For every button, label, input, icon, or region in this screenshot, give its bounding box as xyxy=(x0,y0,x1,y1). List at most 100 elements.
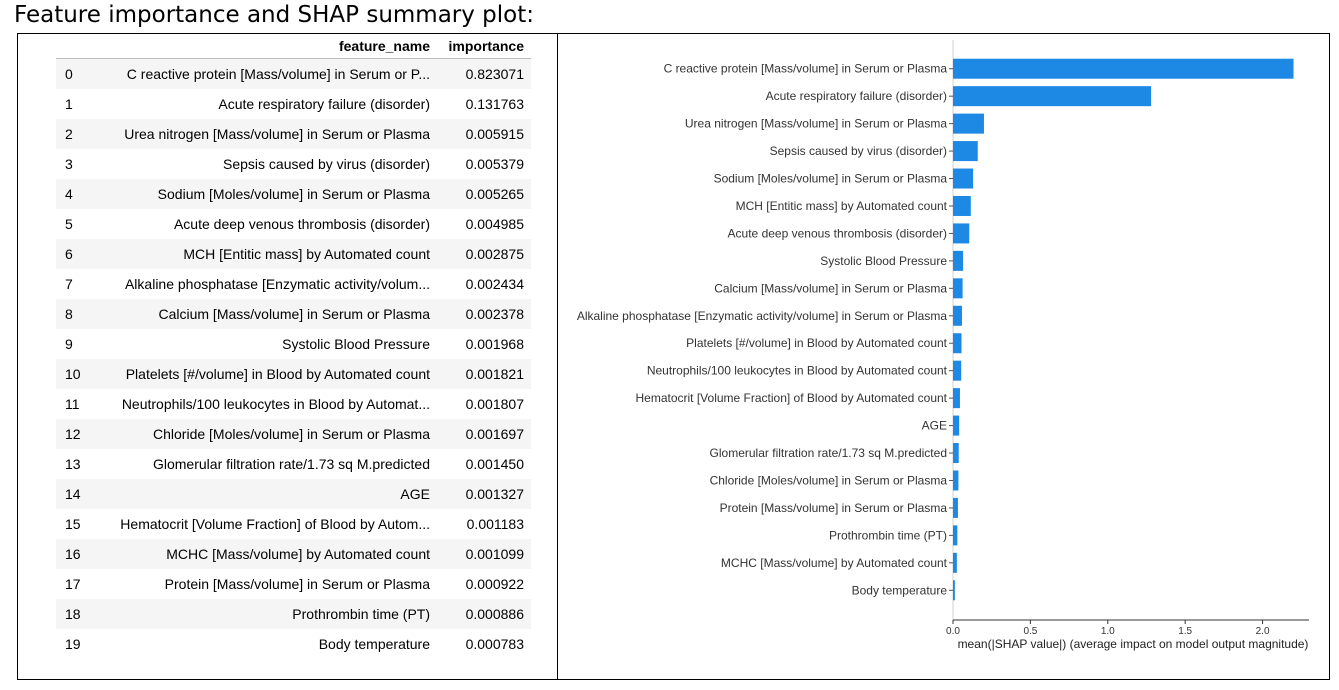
feature-name-cell: Sepsis caused by virus (disorder) xyxy=(223,156,430,172)
importance-cell: 0.001697 xyxy=(437,419,531,449)
importance-cell: 0.002875 xyxy=(437,239,531,269)
row-index-cell: 15 xyxy=(65,516,81,532)
x-axis-label: mean(|SHAP value|) (average impact on mo… xyxy=(958,637,1309,651)
table-header-row: feature_name importance xyxy=(56,34,531,59)
bar xyxy=(953,470,959,491)
row-index-cell: 5 xyxy=(65,216,73,232)
y-tick-label: Sepsis caused by virus (disorder) xyxy=(770,144,947,158)
bar xyxy=(953,223,970,244)
importance-cell: 0.001450 xyxy=(465,456,524,472)
feature-name-column-header: feature_name xyxy=(90,34,437,59)
bar xyxy=(953,443,959,464)
table-row: 11 Neutrophils/100 leukocytes in Blood by… xyxy=(56,389,531,419)
panel-divider xyxy=(557,34,558,679)
y-tick-label: Chloride [Moles/volume] in Serum or Plas… xyxy=(710,473,948,487)
x-tick-label: 1.5 xyxy=(1178,626,1192,637)
caption-title: Feature importance and SHAP summary plot… xyxy=(14,2,535,28)
table-row: 17 Protein [Mass/volume] in Serum or Plas… xyxy=(56,569,531,599)
table-row: 1 Acute respiratory failure (disorder) 0.1… xyxy=(56,89,531,119)
feature-name-cell: Acute deep venous thrombosis (disorder) xyxy=(173,216,430,232)
bar xyxy=(953,525,958,546)
bar xyxy=(953,333,962,354)
shap-bar-chart: C reactive protein [Mass/volume] in Seru… xyxy=(577,40,1309,651)
row-index-cell: 9 xyxy=(65,336,73,352)
feature-name-cell: C reactive protein [Mass/volume] in Seru… xyxy=(90,58,437,89)
importance-cell: 0.001327 xyxy=(437,479,531,509)
bar xyxy=(953,141,978,162)
feature-name-cell: MCH [Entitic mass] by Automated count xyxy=(90,239,437,269)
table-row: 12 Chloride [Moles/volume] in Serum or Pl… xyxy=(56,419,531,449)
importance-cell: 0.002378 xyxy=(437,299,531,329)
row-index-cell: 18 xyxy=(56,599,90,629)
feature-name-cell: Glomerular filtration rate/1.73 sq M.pre… xyxy=(152,456,430,472)
y-tick-label: Neutrophils/100 leukocytes in Blood by A… xyxy=(647,364,948,378)
feature-name-cell: Sodium [Moles/volume] in Serum or Plasma xyxy=(90,179,437,209)
importance-cell: 0.000783 xyxy=(465,636,524,652)
importance-cell: 0.001821 xyxy=(437,359,531,389)
importance-cell: 0.001183 xyxy=(466,516,524,532)
table-row: 15 Hematocrit [Volume Fraction] of Blood … xyxy=(56,509,531,539)
importance-cell: 0.005379 xyxy=(465,156,524,172)
row-index-cell: 3 xyxy=(65,156,73,172)
table-row: 7 Alkaline phosphatase [Enzymatic activit… xyxy=(56,269,531,299)
table-row: 10 Platelets [#/volume] in Blood by Autom… xyxy=(56,359,531,389)
x-tick-label: 2.0 xyxy=(1256,626,1270,637)
feature-name-cell: Platelets [#/volume] in Blood by Automat… xyxy=(90,359,437,389)
row-index-cell: 17 xyxy=(65,576,81,592)
table-row: 6 MCH [Entitic mass] by Automated count 0.… xyxy=(56,239,531,269)
importance-cell: 0.005265 xyxy=(437,179,531,209)
table-row: 16 MCHC [Mass/volume] by Automated count 0… xyxy=(56,539,531,569)
feature-name-cell: Body temperature xyxy=(318,636,430,652)
y-tick-label: Platelets [#/volume] in Blood by Automat… xyxy=(686,336,947,350)
table-row: 8 Calcium [Mass/volume] in Serum or Plasm… xyxy=(56,299,531,329)
y-tick-label: Alkaline phosphatase [Enzymatic activity… xyxy=(577,309,947,323)
bar xyxy=(953,278,963,299)
bar xyxy=(953,415,960,436)
bar xyxy=(953,580,955,601)
table-row: 2 Urea nitrogen [Mass/volume] in Serum or… xyxy=(56,119,531,149)
importance-cell: 0.002434 xyxy=(465,276,524,292)
y-tick-label: Acute respiratory failure (disorder) xyxy=(766,89,947,103)
table-row: 5 Acute deep venous thrombosis (disorder)… xyxy=(56,209,531,239)
importance-cell: 0.001968 xyxy=(465,336,524,352)
importance-cell: 0.000886 xyxy=(437,599,531,629)
x-tick-label: 1.0 xyxy=(1101,626,1115,637)
y-tick-label: Urea nitrogen [Mass/volume] in Serum or … xyxy=(685,117,947,131)
feature-name-cell: Alkaline phosphatase [Enzymatic activity… xyxy=(124,276,430,292)
y-tick-label: MCH [Entitic mass] by Automated count xyxy=(736,199,948,213)
bar xyxy=(953,552,957,573)
bar xyxy=(953,113,984,134)
index-column-header xyxy=(56,34,90,59)
row-index-cell: 11 xyxy=(65,396,80,412)
feature-name-cell: Calcium [Mass/volume] in Serum or Plasma xyxy=(90,299,437,329)
bar xyxy=(953,168,974,189)
importance-cell: 0.001807 xyxy=(465,396,524,412)
x-tick-label: 0.0 xyxy=(946,626,960,637)
feature-name-cell: Systolic Blood Pressure xyxy=(282,336,430,352)
feature-name-cell: Urea nitrogen [Mass/volume] in Serum or … xyxy=(90,119,437,149)
bar xyxy=(953,497,958,518)
y-tick-label: Systolic Blood Pressure xyxy=(820,254,947,268)
feature-name-cell: Hematocrit [Volume Fraction] of Blood by… xyxy=(120,516,430,532)
feature-name-cell: Neutrophils/100 leukocytes in Blood by A… xyxy=(121,396,430,412)
y-tick-label: Protein [Mass/volume] in Serum or Plasma xyxy=(720,501,948,515)
importance-cell: 0.823071 xyxy=(437,58,531,89)
importance-cell: 0.131763 xyxy=(465,96,524,112)
feature-name-cell: Protein [Mass/volume] in Serum or Plasma xyxy=(164,576,430,592)
row-index-cell: 0 xyxy=(56,58,90,89)
feature-name-cell: AGE xyxy=(90,479,437,509)
table-row: 19 Body temperature 0.000783 xyxy=(56,629,531,659)
importance-cell: 0.004985 xyxy=(465,216,524,232)
importance-column-header: importance xyxy=(437,34,531,59)
x-tick-label: 0.5 xyxy=(1023,626,1037,637)
row-index-cell: 12 xyxy=(56,419,90,449)
table-row: 9 Systolic Blood Pressure 0.001968 xyxy=(56,329,531,359)
row-index-cell: 2 xyxy=(56,119,90,149)
feature-name-cell: MCHC [Mass/volume] by Automated count xyxy=(90,539,437,569)
row-index-cell: 19 xyxy=(65,636,81,652)
row-index-cell: 1 xyxy=(65,96,73,112)
bar xyxy=(953,195,971,216)
row-index-cell: 10 xyxy=(56,359,90,389)
